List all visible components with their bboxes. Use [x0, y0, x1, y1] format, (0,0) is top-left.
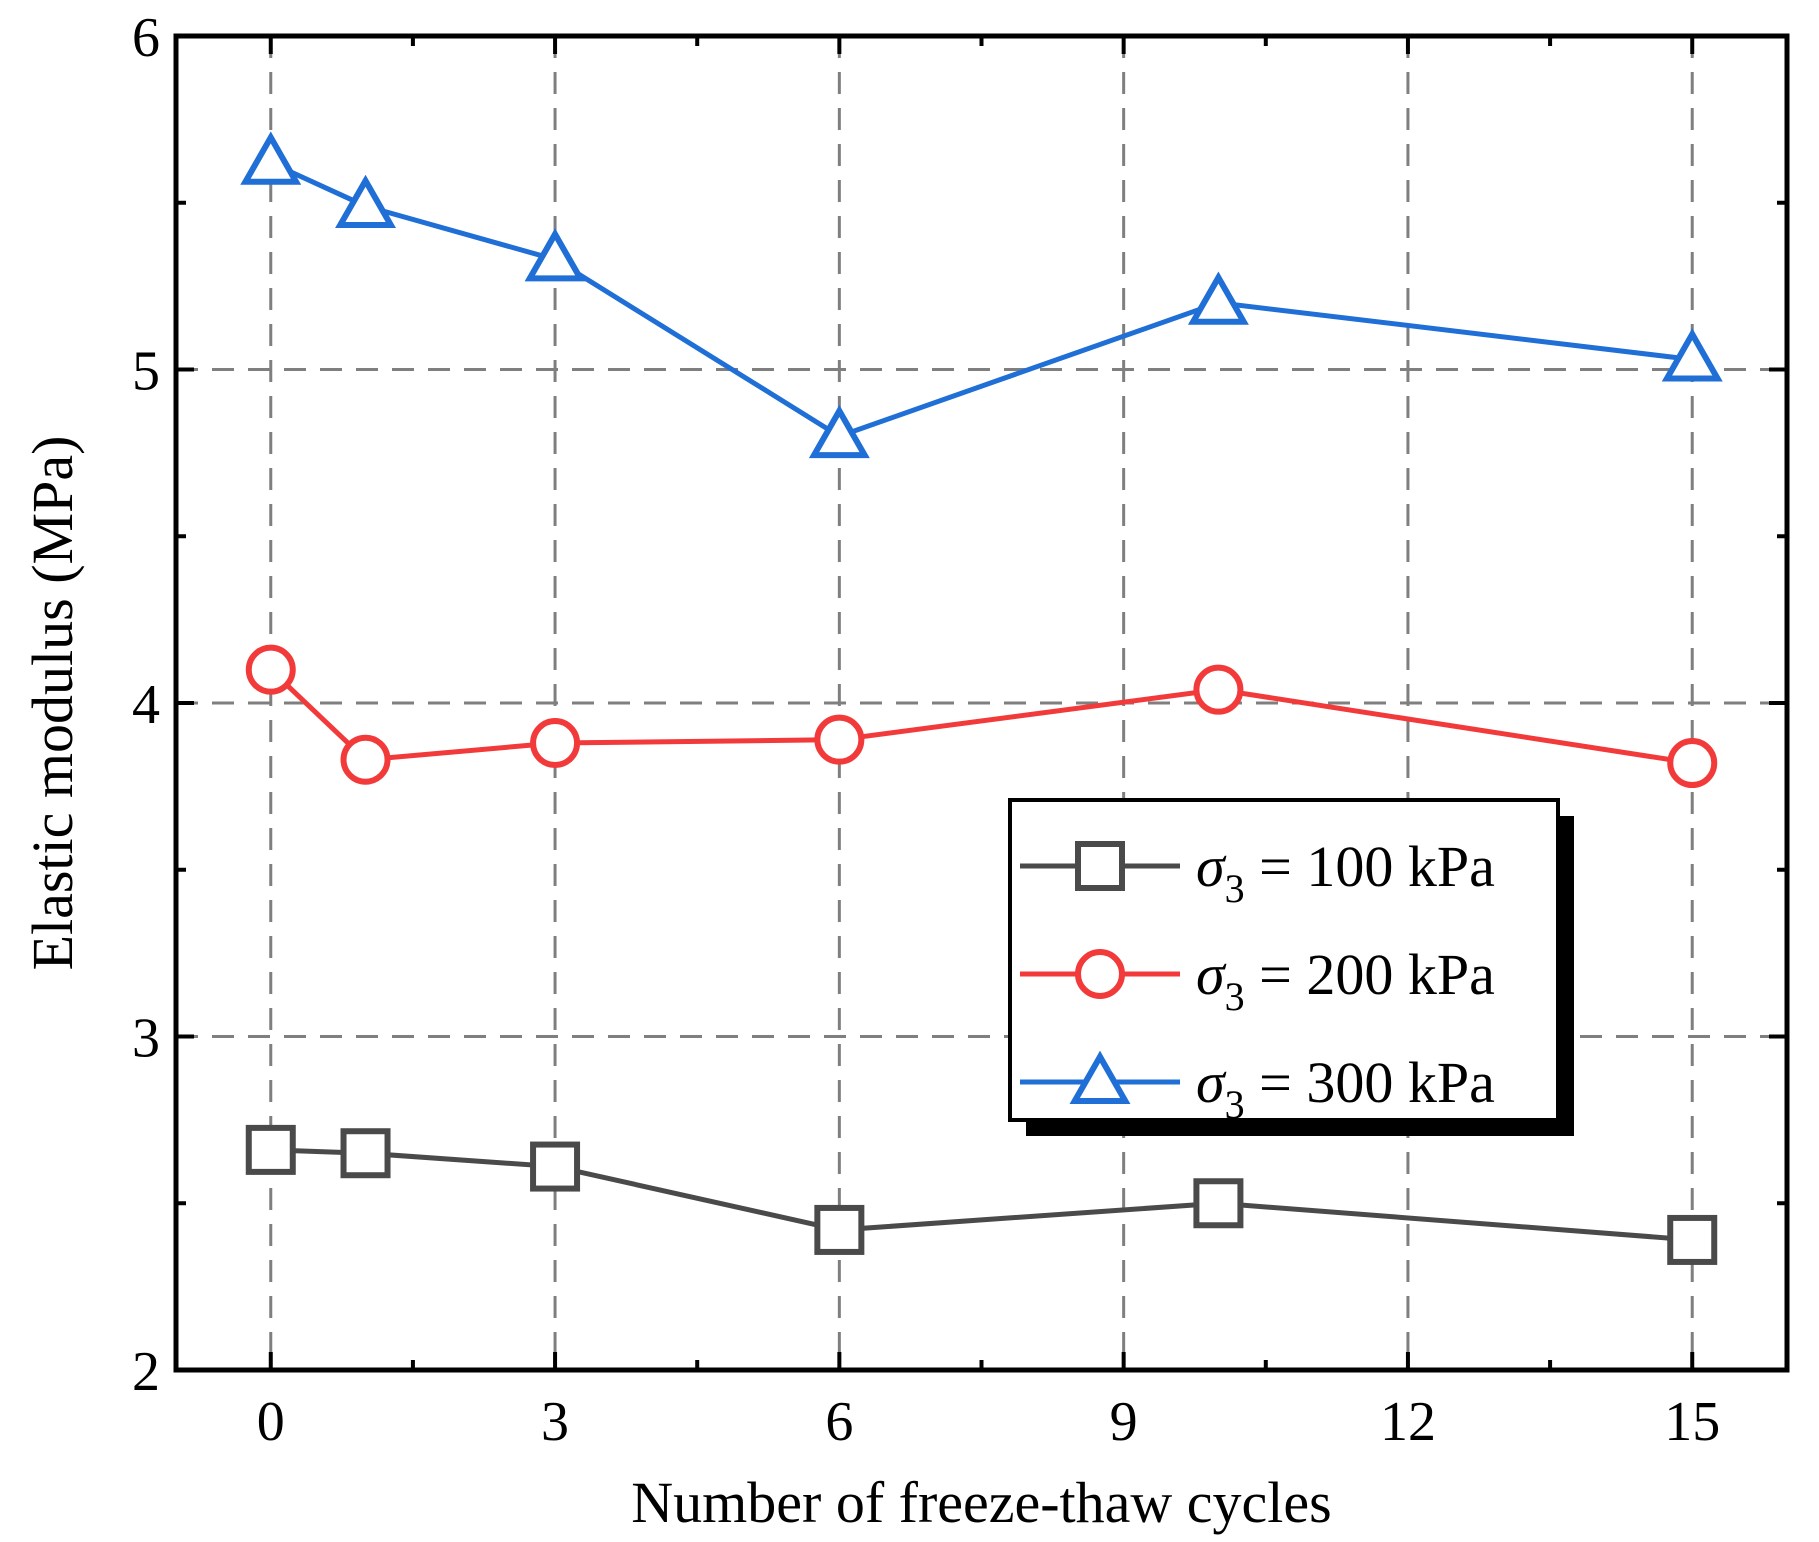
y-axis-title: Elastic modulus (MPa)	[20, 436, 85, 971]
legend-label: σ3 = 300 kPa	[1196, 1050, 1495, 1127]
data-point	[814, 1204, 865, 1255]
legend-marker	[1069, 1050, 1131, 1104]
series-layer	[240, 131, 1723, 1265]
legend-item: σ3 = 300 kPa	[1020, 1050, 1495, 1127]
y-tick-label: 3	[132, 1008, 160, 1070]
data-point	[340, 1128, 391, 1179]
series-1	[245, 1124, 1718, 1265]
legend-label-symbol: σ	[1196, 834, 1227, 899]
data-point	[808, 404, 870, 459]
data-point	[530, 1141, 581, 1192]
x-axis-title: Number of freeze-thaw cycles	[631, 1470, 1331, 1535]
legend-item: σ3 = 200 kPa	[1020, 942, 1495, 1019]
x-tick-label: 12	[1380, 1391, 1436, 1453]
y-tick-label: 2	[132, 1341, 160, 1403]
legend-marker	[1075, 841, 1125, 891]
legend-label-text: = 200 kPa	[1245, 942, 1495, 1007]
x-tick-label: 6	[825, 1391, 853, 1453]
legend-label: σ3 = 100 kPa	[1196, 834, 1495, 911]
x-tick-label: 0	[257, 1391, 285, 1453]
legend-label-text: = 100 kPa	[1245, 834, 1495, 899]
x-tick-label: 9	[1110, 1391, 1138, 1453]
data-point	[245, 1124, 296, 1175]
legend-label-subscript: 3	[1225, 1082, 1245, 1127]
data-point	[1193, 664, 1244, 715]
legend-label-subscript: 3	[1225, 974, 1245, 1019]
legend-marker	[1075, 949, 1125, 999]
data-point	[1667, 738, 1718, 789]
legend-label-subscript: 3	[1225, 866, 1245, 911]
data-point	[814, 714, 865, 765]
data-point	[1667, 1214, 1718, 1265]
legend-label-text: = 300 kPa	[1245, 1050, 1495, 1115]
legend-label-symbol: σ	[1196, 1050, 1227, 1115]
x-tick-label: 15	[1664, 1391, 1720, 1453]
data-point	[340, 734, 391, 785]
ticks: 0 3 6 9 12 15 2 3 4 5 6	[132, 7, 1787, 1453]
data-point	[530, 718, 581, 769]
x-tick-label: 3	[541, 1391, 569, 1453]
data-point	[524, 228, 586, 282]
series-line	[269, 160, 1693, 439]
legend-label: σ3 = 200 kPa	[1196, 942, 1495, 1019]
data-point	[245, 644, 296, 695]
y-tick-label: 6	[132, 7, 160, 69]
data-point	[335, 174, 396, 229]
data-point	[1661, 328, 1723, 382]
data-point	[1187, 271, 1249, 325]
legend-item: σ3 = 100 kPa	[1020, 834, 1495, 911]
y-tick-label: 4	[132, 674, 160, 736]
data-point	[240, 131, 302, 185]
series-3	[240, 131, 1723, 459]
legend-label-symbol: σ	[1196, 942, 1227, 1007]
series-2	[245, 644, 1718, 789]
y-tick-label: 5	[132, 341, 160, 403]
data-point	[1193, 1178, 1244, 1229]
